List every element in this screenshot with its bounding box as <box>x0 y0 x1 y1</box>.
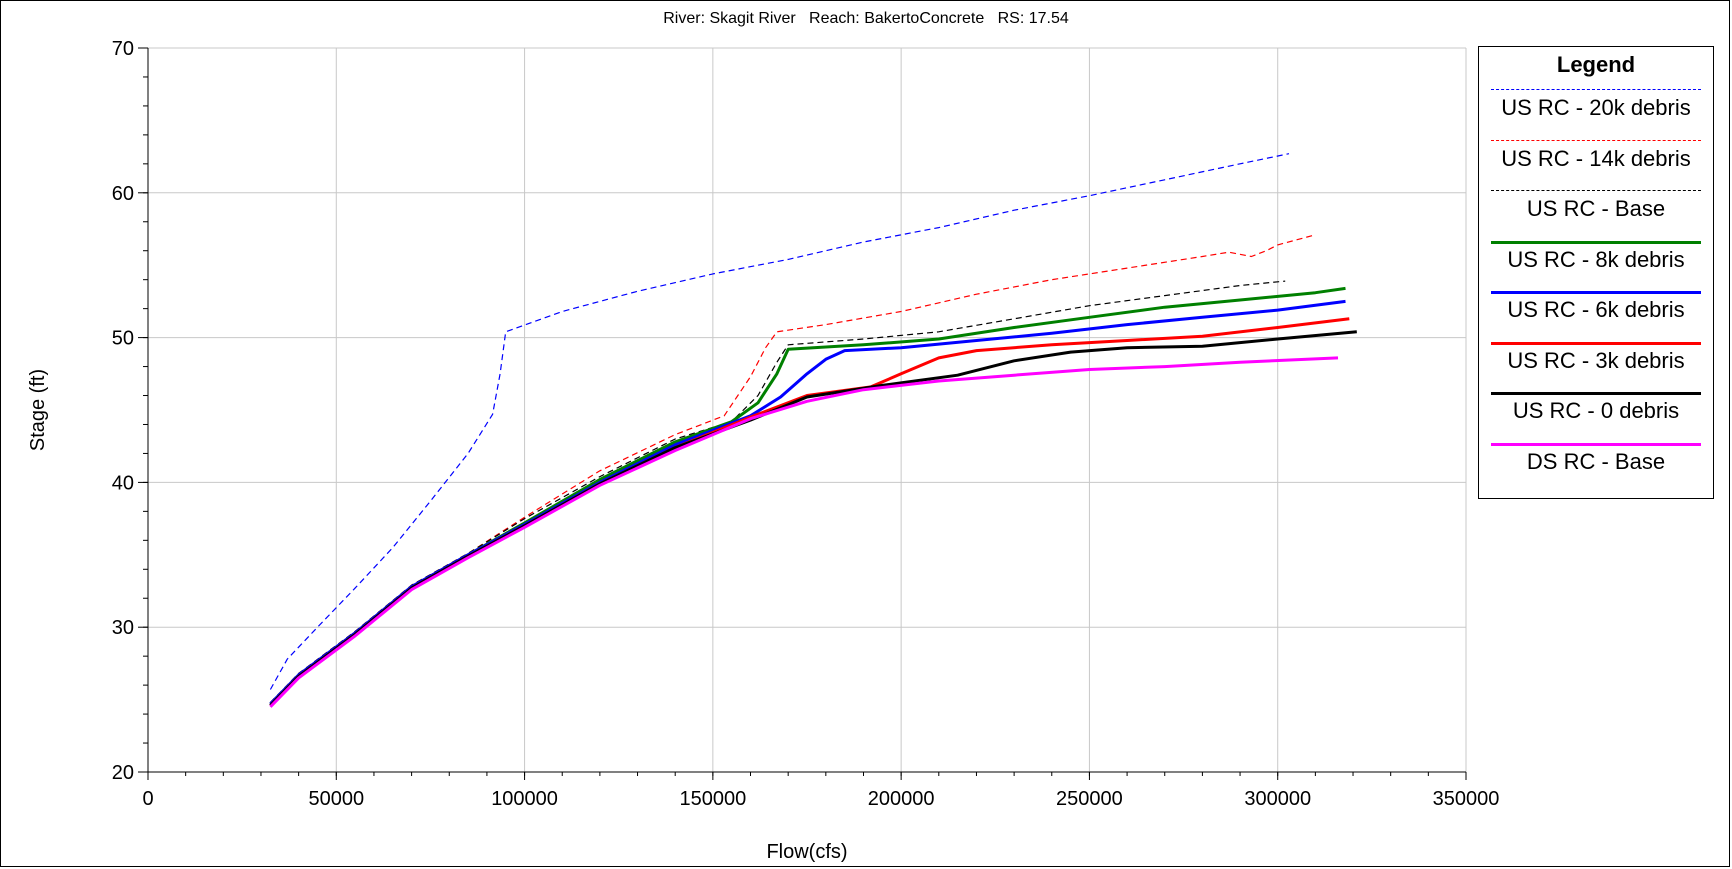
x-tick-label: 50000 <box>308 788 364 810</box>
legend-label: US RC - Base <box>1526 196 1666 221</box>
legend-label: DS RC - Base <box>1526 448 1666 474</box>
legend-swatch <box>1491 139 1701 141</box>
series-line-us-rc-14k-debris <box>269 234 1316 703</box>
chart-title: River: Skagit River Reach: BakertoConcre… <box>663 10 1069 27</box>
series-line-us-rc-8k-debris <box>269 286 1346 705</box>
x-tick-label: 200000 <box>868 788 935 810</box>
grid <box>147 47 1467 773</box>
legend-item-us-rc-3k-debris: US RC - 3k debris <box>1479 336 1713 386</box>
x-tick-label: 350000 <box>1433 788 1500 810</box>
legend-swatch <box>1491 89 1701 90</box>
legend-label: US RC - 0 debris <box>1512 398 1680 423</box>
x-tick-label: 300000 <box>1244 788 1311 810</box>
series-line-us-rc-3k-debris <box>269 317 1350 707</box>
series-line-us-rc-base <box>269 280 1286 703</box>
legend-item-ds-rc-base: DS RC - Base <box>1479 437 1713 487</box>
legend-title: Legend <box>1556 52 1636 77</box>
legend-label: US RC - 8k debris <box>1507 246 1685 272</box>
x-tick-label: 150000 <box>679 788 746 810</box>
y-tick-label: 50 <box>112 328 134 350</box>
legend-swatch <box>1491 392 1701 395</box>
legend-item-us-rc-20k-debris: US RC - 20k debris <box>1479 83 1713 133</box>
axes: 0 50000 100000 150000 200000 250000 300000 3500… <box>112 38 1500 810</box>
legend-swatch <box>1491 341 1701 345</box>
y-axis-title: Stage (ft) <box>27 369 49 451</box>
legend: Legend US RC - 20k debris US RC - 14k deb… <box>1478 46 1714 499</box>
series-line-us-rc-20k-debris <box>269 153 1290 690</box>
legend-label: US RC - 20k debris <box>1501 95 1691 120</box>
x-axis-title: Flow(cfs) <box>766 841 847 863</box>
legend-swatch <box>1491 190 1701 191</box>
series-line-us-rc-0-debris <box>269 330 1357 707</box>
legend-swatch <box>1491 442 1701 446</box>
legend-label: US RC - 14k debris <box>1501 145 1691 171</box>
series-lines <box>269 153 1357 708</box>
legend-item-us-rc-0-debris: US RC - 0 debris <box>1479 386 1713 436</box>
y-tick-label: 40 <box>112 472 134 494</box>
legend-item-us-rc-base: US RC - Base <box>1479 184 1713 234</box>
legend-item-us-rc-8k-debris: US RC - 8k debris <box>1479 235 1713 285</box>
x-tick-label: 0 <box>142 788 153 810</box>
legend-item-us-rc-6k-debris: US RC - 6k debris <box>1479 285 1713 335</box>
legend-label: US RC - 3k debris <box>1507 347 1685 373</box>
legend-swatch <box>1491 240 1701 244</box>
legend-label: US RC - 6k debris <box>1507 297 1685 322</box>
series-line-us-rc-6k-debris <box>269 299 1346 705</box>
series-line-ds-rc-base <box>269 356 1339 708</box>
x-tick-label: 100000 <box>491 788 558 810</box>
y-tick-label: 60 <box>112 183 134 205</box>
y-tick-label: 20 <box>112 762 134 784</box>
legend-swatch <box>1491 291 1701 294</box>
legend-item-us-rc-14k-debris: US RC - 14k debris <box>1479 134 1713 184</box>
x-tick-label: 250000 <box>1056 788 1123 810</box>
y-tick-label: 30 <box>112 617 134 639</box>
y-tick-label: 70 <box>112 38 134 60</box>
